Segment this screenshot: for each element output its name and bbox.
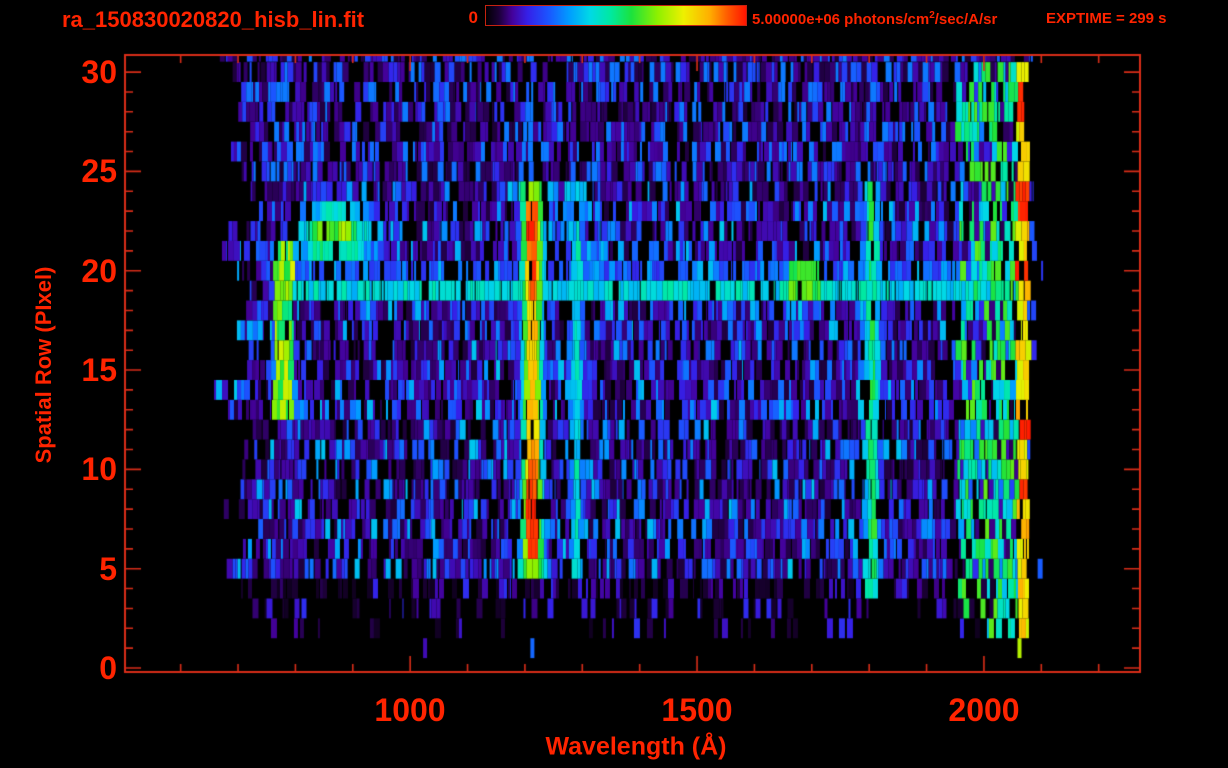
y-tick-label-25: 25 [81, 153, 117, 189]
x-axis-label: Wavelength (Å) [545, 732, 727, 761]
y-tick-label-15: 15 [81, 352, 117, 388]
y-tick-label-30: 30 [81, 54, 117, 90]
x-tick-label-1500: 1500 [661, 692, 733, 728]
colorbar [485, 5, 747, 26]
colorbar-units-exponent: 2 [929, 10, 935, 21]
x-tick-label-2000: 2000 [948, 692, 1020, 728]
colorbar-max-units: 5.00000e+06 photons/cm2/sec/A/sr [752, 10, 997, 28]
y-tick-label-10: 10 [81, 451, 117, 487]
file-title: ra_150830020820_hisb_lin.fit [62, 7, 365, 32]
exptime-label: EXPTIME = 299 s [1046, 10, 1167, 27]
y-tick-label-0: 0 [99, 650, 117, 686]
colorbar-min-label: 0 [468, 8, 478, 27]
colorbar-units-suffix: /sec/A/sr [934, 11, 998, 28]
y-tick-label-5: 5 [99, 551, 117, 587]
colorbar-units-prefix: photons/cm [840, 11, 930, 28]
colorbar-max-label: 5.00000e+06 [752, 11, 841, 28]
x-tick-label-1000: 1000 [374, 692, 446, 728]
y-tick-label-20: 20 [81, 253, 117, 289]
